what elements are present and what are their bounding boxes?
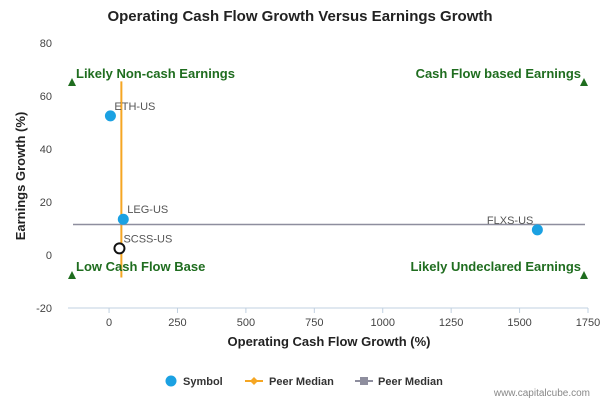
legend-label-symbol: Symbol xyxy=(183,376,223,388)
legend: Symbol Peer Median Peer Median xyxy=(165,375,443,389)
quadrant-triangle-marker xyxy=(68,78,76,86)
legend-item-symbol[interactable]: Symbol xyxy=(165,375,223,389)
y-tick-label: 20 xyxy=(40,197,52,209)
scatter-point-scss-us[interactable]: SCSS-US xyxy=(113,233,172,255)
quadrant-triangle-marker xyxy=(68,271,76,279)
point-label: SCSS-US xyxy=(123,233,172,245)
x-tick-label: 1750 xyxy=(576,317,600,329)
y-tick-label: 0 xyxy=(46,250,52,262)
quadrant-label-bottom-left: Low Cash Flow Base xyxy=(76,259,205,274)
legend-square-icon xyxy=(360,377,368,385)
y-tick-label: 60 xyxy=(40,91,52,103)
quadrant-triangle-marker xyxy=(580,78,588,86)
point-marker xyxy=(531,224,543,236)
watermark: www.capitalcube.com xyxy=(493,388,590,399)
quadrant-markers xyxy=(68,78,588,279)
point-label: FLXS-US xyxy=(487,215,533,227)
point-label: LEG-US xyxy=(127,204,168,216)
legend-item-peer-median-x[interactable]: Peer Median xyxy=(245,376,334,388)
y-tick-label: -20 xyxy=(36,303,52,315)
y-tick-label: 80 xyxy=(40,38,52,50)
x-tick-label: 1500 xyxy=(507,317,531,329)
data-points: ETH-US LEG-US SCSS-US FLXS-US xyxy=(104,101,543,255)
y-tick-label: 40 xyxy=(40,144,52,156)
legend-diamond-icon xyxy=(250,377,258,385)
y-axis-title: Earnings Growth (%) xyxy=(13,112,28,241)
legend-item-peer-median-y[interactable]: Peer Median xyxy=(355,376,443,388)
x-tick-label: 0 xyxy=(106,317,112,329)
quadrant-triangle-marker xyxy=(580,271,588,279)
quadrant-label-top-left: Likely Non-cash Earnings xyxy=(76,66,235,81)
scatter-point-eth-us[interactable]: ETH-US xyxy=(104,101,155,122)
quadrant-label-top-right: Cash Flow based Earnings xyxy=(416,66,581,81)
scatter-point-flxs-us[interactable]: FLXS-US xyxy=(487,215,543,236)
legend-label-peer-median-x: Peer Median xyxy=(269,376,334,388)
x-axis-title: Operating Cash Flow Growth (%) xyxy=(228,334,431,349)
x-tick-label: 1250 xyxy=(439,317,463,329)
chart-title: Operating Cash Flow Growth Versus Earnin… xyxy=(107,8,492,25)
quadrant-labels: Likely Non-cash Earnings Cash Flow based… xyxy=(76,66,581,274)
legend-label-peer-median-y: Peer Median xyxy=(378,376,443,388)
legend-circle-icon xyxy=(165,375,177,387)
x-tick-label: 250 xyxy=(168,317,186,329)
point-marker xyxy=(104,110,116,122)
point-marker xyxy=(117,213,129,225)
point-label: ETH-US xyxy=(114,101,155,113)
x-tick-label: 1000 xyxy=(370,317,394,329)
x-tick-label: 500 xyxy=(237,317,255,329)
quadrant-label-bottom-right: Likely Undeclared Earnings xyxy=(410,259,581,274)
axis-ticks: 0 250 500 750 1000 1250 1500 1750 -20 0 20 40 60 80 xyxy=(36,38,600,329)
point-marker xyxy=(113,242,126,255)
scatter-point-leg-us[interactable]: LEG-US xyxy=(117,204,168,225)
x-tick-label: 750 xyxy=(305,317,323,329)
